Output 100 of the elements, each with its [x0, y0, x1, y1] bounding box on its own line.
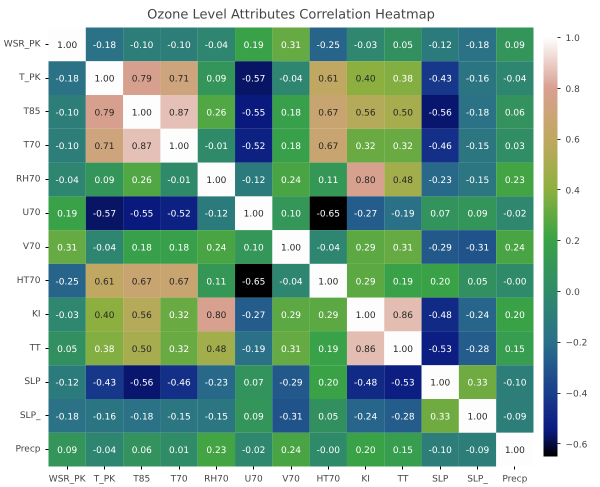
- data-label: 0.05: [318, 412, 338, 422]
- data-label: -0.16: [92, 412, 116, 422]
- data-label: -0.12: [242, 176, 266, 186]
- data-label: -0.01: [204, 142, 228, 152]
- data-label: 1.00: [468, 412, 488, 422]
- data-label: 0.71: [169, 74, 190, 85]
- data-label: 0.26: [132, 176, 152, 186]
- data-label: 0.24: [206, 244, 227, 254]
- data-label: 0.20: [504, 311, 526, 322]
- chart-title: Ozone Level Attributes Correlation Heatmap: [147, 8, 435, 22]
- data-label: 0.56: [132, 311, 152, 322]
- data-label: 0.19: [318, 344, 339, 355]
- data-label: -0.57: [242, 74, 266, 85]
- data-label: 1.00: [430, 378, 451, 389]
- data-label: -0.53: [391, 378, 415, 389]
- data-label: -0.04: [279, 277, 303, 288]
- data-label: -0.01: [167, 176, 191, 186]
- data-label: 1.00: [94, 74, 115, 85]
- data-label: -0.02: [503, 210, 526, 220]
- data-label: 0.50: [132, 344, 152, 355]
- data-label: -0.24: [354, 412, 378, 422]
- data-label: 0.32: [392, 142, 413, 152]
- data-label: -0.52: [167, 210, 191, 220]
- data-label: -0.04: [316, 244, 340, 254]
- data-label: 0.10: [244, 244, 264, 254]
- data-label: 0.79: [94, 108, 115, 118]
- data-label: -0.48: [354, 378, 378, 389]
- data-label: 1.00: [356, 311, 376, 322]
- data-label: 0.18: [280, 142, 302, 152]
- data-label: 0.40: [94, 311, 115, 322]
- data-label: -0.12: [56, 378, 79, 389]
- data-label: -0.24: [466, 311, 490, 322]
- color-bar-label: 0.0: [566, 288, 580, 298]
- data-label: -0.09: [466, 446, 490, 456]
- data-label: -0.18: [92, 40, 116, 51]
- data-label: 0.38: [94, 344, 115, 355]
- x-tick-label: V70: [282, 474, 300, 484]
- data-label: 1.00: [244, 210, 264, 220]
- color-bar-label: 0.2: [566, 237, 580, 248]
- data-label: -0.55: [130, 210, 154, 220]
- data-label: 0.67: [169, 277, 190, 288]
- data-label: 0.20: [430, 277, 451, 288]
- data-label: 0.24: [504, 244, 526, 254]
- data-label: -0.65: [242, 277, 266, 288]
- data-label: -0.31: [279, 412, 303, 422]
- data-label: -0.18: [466, 40, 490, 51]
- y-tick-label: TT: [28, 343, 41, 354]
- y-tick-label: WSR_PK: [4, 39, 42, 50]
- data-label: 0.67: [318, 108, 338, 118]
- data-label: -0.18: [466, 108, 490, 118]
- color-bar-label: 0.6: [566, 136, 580, 146]
- data-label: 0.07: [244, 378, 264, 389]
- data-label: -0.15: [204, 412, 228, 422]
- data-label: 0.24: [280, 446, 302, 456]
- data-label: 0.86: [356, 344, 376, 355]
- x-tick-label: KI: [361, 474, 370, 484]
- data-label: 0.80: [206, 311, 227, 322]
- data-label: 1.00: [504, 446, 526, 456]
- data-label: 0.31: [280, 344, 302, 355]
- x-tick-label: SLP: [432, 474, 449, 484]
- x-tick-label: U70: [244, 474, 263, 484]
- data-label: 0.09: [206, 74, 227, 85]
- data-label: -0.56: [130, 378, 154, 389]
- data-label: -0.10: [503, 378, 527, 389]
- color-bar-label: 0.4: [566, 186, 580, 196]
- y-tick-label: SLP: [24, 377, 42, 388]
- data-label: -0.28: [466, 344, 490, 355]
- data-label: -0.18: [56, 412, 80, 422]
- data-label: -0.27: [242, 311, 266, 322]
- data-label: 0.09: [504, 40, 526, 51]
- data-label: 0.31: [392, 244, 413, 254]
- data-label: -0.56: [428, 108, 452, 118]
- x-tick-label: Precp: [502, 474, 528, 484]
- data-label: 0.19: [392, 277, 414, 288]
- data-label: 0.19: [57, 210, 78, 220]
- x-tick-label: HT70: [316, 474, 340, 484]
- data-label: 0.67: [132, 277, 152, 288]
- data-label: 0.18: [169, 244, 190, 254]
- data-label: 1.00: [392, 344, 414, 355]
- y-tick-label: Precp: [16, 444, 41, 455]
- data-label: -0.03: [354, 40, 378, 51]
- data-label: 0.67: [318, 142, 338, 152]
- data-label: 0.79: [132, 74, 152, 85]
- data-label: -0.18: [56, 74, 80, 85]
- data-label: 0.07: [430, 210, 450, 220]
- data-label: 0.24: [280, 176, 302, 186]
- data-label: -0.04: [92, 244, 116, 254]
- data-label: 0.01: [169, 446, 190, 456]
- data-label: -0.57: [92, 210, 116, 220]
- data-label: -0.10: [56, 108, 80, 118]
- data-label: 0.23: [206, 446, 226, 456]
- y-tick-label: T85: [22, 106, 41, 117]
- x-tick-label: WSR_PK: [48, 474, 87, 484]
- data-label: -0.03: [56, 311, 79, 322]
- data-label: -0.10: [167, 40, 191, 51]
- data-label: -0.16: [466, 74, 490, 85]
- data-label: -0.15: [466, 176, 490, 186]
- data-label: -0.12: [428, 40, 452, 51]
- data-label: -0.29: [428, 244, 452, 254]
- data-label: -0.19: [391, 210, 415, 220]
